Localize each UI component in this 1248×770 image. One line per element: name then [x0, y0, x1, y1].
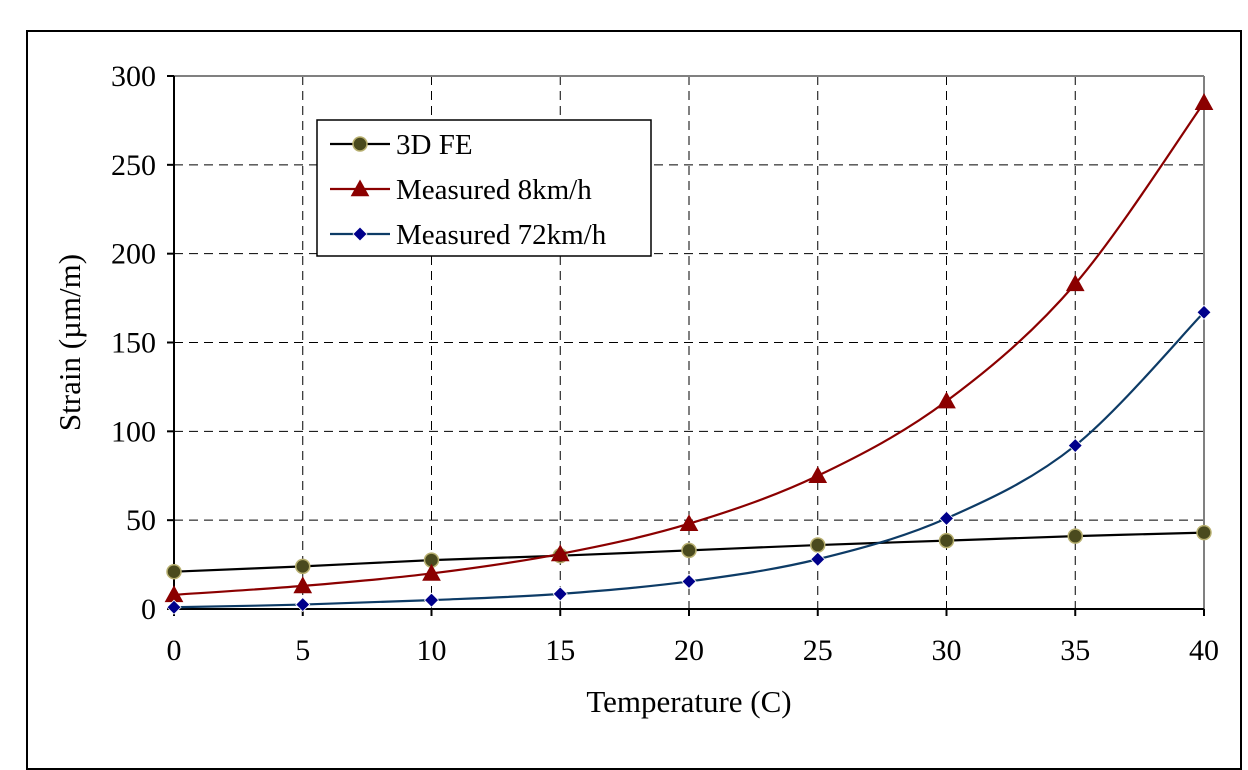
- y-tick-label: 200: [111, 238, 156, 271]
- y-tick-label: 250: [111, 149, 156, 182]
- x-tick-label: 5: [295, 634, 310, 667]
- line-chart: 0 50 100 150 200 250 300 0 5 10 15 20 25 30 35 40 Temper…: [52, 60, 1219, 719]
- y-axis-title: Strain (µm/m): [52, 254, 87, 431]
- data-point-measured-72km-h: [938, 510, 955, 526]
- data-point-measured-8km-h: [422, 563, 441, 581]
- data-point-3d-fe: [166, 563, 182, 580]
- data-point-measured-72km-h: [810, 551, 826, 567]
- legend-marker-3d-fe: [352, 136, 368, 152]
- data-point-3d-fe: [1067, 528, 1083, 544]
- data-point-measured-72km-h: [681, 573, 697, 590]
- data-point-measured-72km-h: [423, 592, 440, 608]
- data-point-3d-fe: [1196, 524, 1212, 541]
- legend-marker-measured-72km-h: [352, 226, 368, 242]
- data-point-measured-72km-h: [552, 586, 568, 602]
- data-point-measured-72km-h: [166, 599, 182, 615]
- y-tick-label: 300: [111, 60, 156, 93]
- data-point-measured-8km-h: [808, 466, 828, 484]
- series-line-measured-8km-h: [173, 102, 1205, 596]
- data-point-measured-8km-h: [1065, 274, 1085, 292]
- x-tick-label: 35: [1060, 634, 1090, 667]
- y-tick-label: 0: [141, 593, 156, 626]
- x-axis-title: Temperature (C): [586, 684, 791, 719]
- data-point-measured-72km-h: [1067, 437, 1083, 454]
- legend-marker-measured-8km-h: [350, 179, 370, 197]
- data-point-3d-fe: [681, 542, 697, 559]
- data-point-measured-8km-h: [679, 514, 699, 532]
- x-tick-label: 10: [417, 634, 447, 667]
- legend-label-measured-8km-h: Measured 8km/h: [396, 174, 592, 206]
- data-point-measured-8km-h: [1194, 93, 1214, 110]
- data-point-3d-fe: [295, 558, 311, 575]
- data-point-measured-8km-h: [550, 544, 570, 562]
- x-tick-label: 0: [167, 634, 182, 667]
- data-point-measured-72km-h: [1196, 304, 1212, 320]
- data-point-measured-8km-h: [293, 576, 313, 594]
- x-tick-label: 15: [545, 634, 575, 667]
- data-point-measured-8km-h: [937, 391, 956, 409]
- data-point-3d-fe: [810, 537, 826, 553]
- x-tick-label: 20: [674, 634, 704, 667]
- y-tick-label: 50: [126, 504, 156, 537]
- x-tick-label: 30: [932, 634, 962, 667]
- x-tick-label: 25: [803, 634, 833, 667]
- data-point-3d-fe: [938, 532, 955, 549]
- data-point-measured-72km-h: [295, 596, 311, 613]
- legend-label-measured-72km-h: Measured 72km/h: [396, 219, 607, 251]
- y-tick-label: 150: [111, 327, 156, 360]
- y-tick-label: 100: [111, 415, 156, 448]
- legend-label-3d-fe: 3D FE: [396, 129, 473, 161]
- x-tick-label: 40: [1189, 634, 1219, 667]
